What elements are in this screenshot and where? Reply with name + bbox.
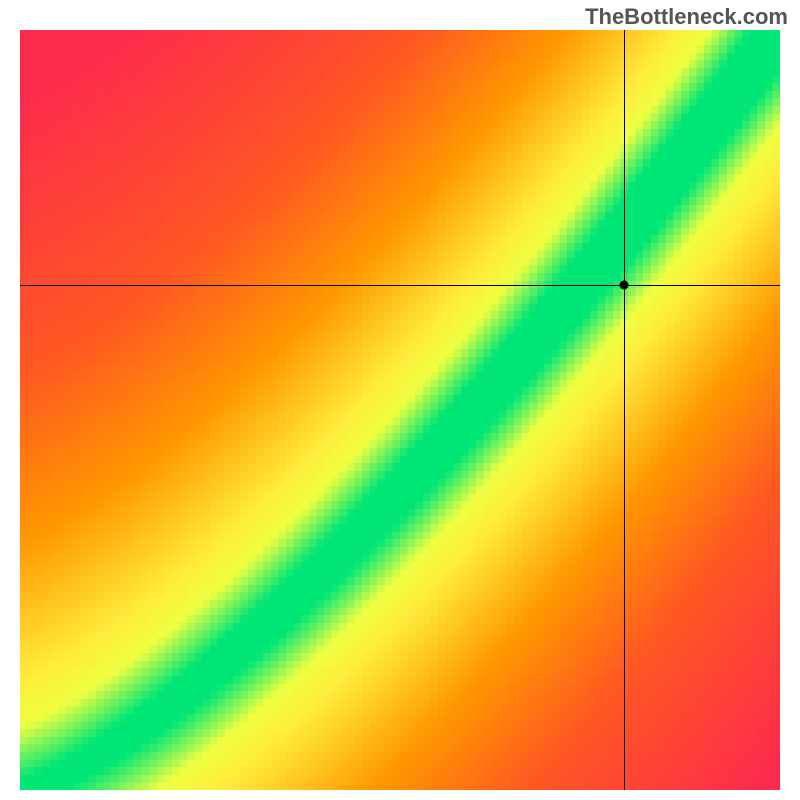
bottleneck-heatmap bbox=[20, 30, 780, 790]
watermark-text: TheBottleneck.com bbox=[585, 4, 788, 30]
crosshair-vertical bbox=[624, 30, 625, 790]
crosshair-horizontal bbox=[20, 285, 780, 286]
crosshair-point bbox=[620, 280, 629, 289]
chart-container: TheBottleneck.com bbox=[0, 0, 800, 800]
